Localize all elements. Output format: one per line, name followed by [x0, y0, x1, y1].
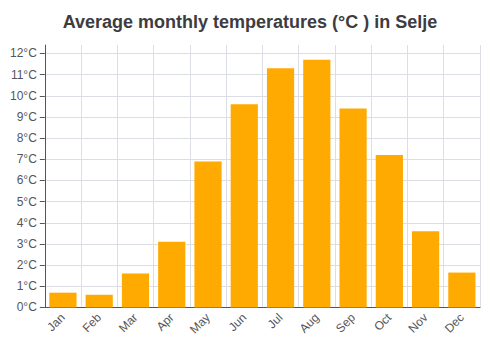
svg-text:Feb: Feb — [80, 310, 105, 335]
svg-text:Aug: Aug — [297, 311, 322, 336]
svg-text:8°C: 8°C — [17, 131, 37, 145]
svg-text:Jan: Jan — [44, 311, 68, 335]
svg-text:0°C: 0°C — [17, 300, 37, 314]
svg-text:12°C: 12°C — [10, 46, 37, 60]
svg-text:7°C: 7°C — [17, 152, 37, 166]
svg-text:Dec: Dec — [442, 311, 467, 336]
svg-text:3°C: 3°C — [17, 237, 37, 251]
svg-text:6°C: 6°C — [17, 173, 37, 187]
svg-text:May: May — [187, 311, 213, 337]
svg-text:1°C: 1°C — [17, 279, 37, 293]
svg-text:Jun: Jun — [226, 311, 250, 335]
svg-text:Sep: Sep — [333, 310, 358, 335]
svg-text:Apr: Apr — [154, 311, 177, 334]
svg-text:11°C: 11°C — [11, 68, 37, 82]
svg-text:Average monthly temperatures (: Average monthly temperatures (°C ) in Se… — [63, 12, 438, 32]
svg-text:Oct: Oct — [371, 310, 395, 334]
svg-text:Mar: Mar — [116, 311, 141, 335]
svg-text:Nov: Nov — [406, 311, 431, 336]
svg-text:5°C: 5°C — [17, 195, 37, 209]
svg-text:9°C: 9°C — [17, 110, 37, 124]
svg-text:2°C: 2°C — [17, 258, 37, 272]
svg-text:4°C: 4°C — [17, 216, 37, 230]
svg-text:Jul: Jul — [265, 311, 286, 332]
svg-text:10°C: 10°C — [10, 89, 37, 103]
